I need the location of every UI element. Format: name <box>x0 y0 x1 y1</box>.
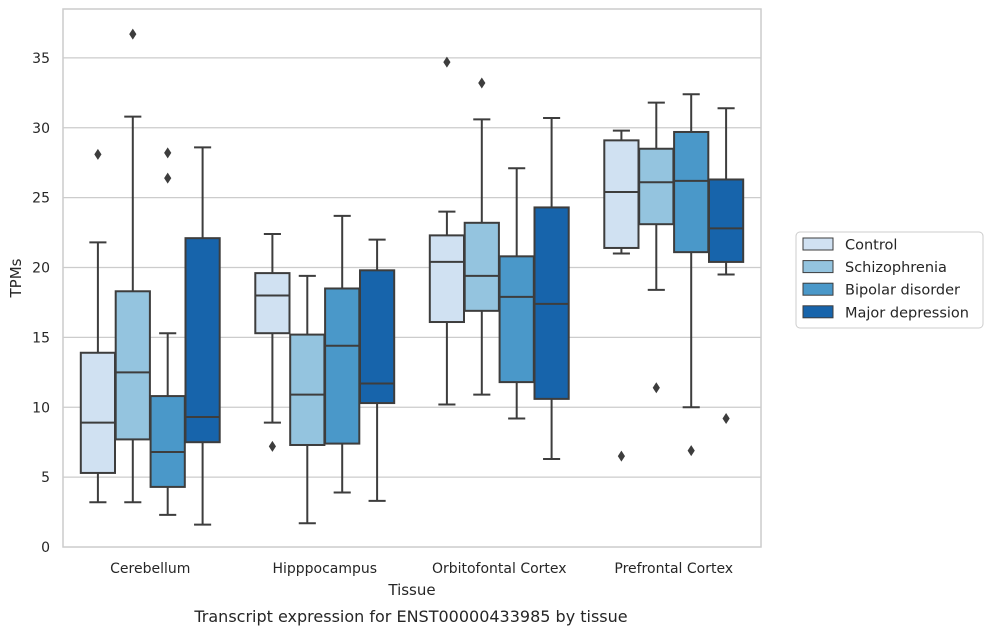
legend-label: Control <box>845 238 897 254</box>
legend-label: Schizophrenia <box>845 260 947 276</box>
outlier-point <box>722 412 730 424</box>
box-3-2 <box>673 93 710 457</box>
legend-swatch <box>802 260 834 274</box>
box-3-1 <box>638 101 675 394</box>
box-body <box>638 147 675 226</box>
box-body <box>358 269 396 405</box>
outlier-point <box>478 77 486 89</box>
outlier-point <box>268 440 276 452</box>
box-2-1 <box>463 77 500 396</box>
x-tick-label: Hipppocampus <box>272 561 377 577</box>
y-tick-labels: 0 5 10 15 20 25 30 35 <box>32 51 50 556</box>
box-3-3 <box>707 107 745 424</box>
box-body <box>707 178 745 263</box>
outlier-point <box>94 148 102 160</box>
box-body <box>79 351 117 474</box>
box-groups <box>79 28 745 526</box>
box-body <box>184 237 221 444</box>
legend-swatch <box>802 305 834 319</box>
x-axis-title: Tissue <box>387 581 435 599</box>
box-2-0 <box>428 56 466 406</box>
y-tick-label: 30 <box>32 121 50 137</box>
box-0-3 <box>184 146 221 526</box>
box-body <box>114 290 151 441</box>
legend-frame <box>795 231 984 329</box>
outlier-point <box>443 56 451 68</box>
box-body <box>428 234 466 324</box>
y-tick-label: 35 <box>32 51 50 67</box>
y-tick-label: 5 <box>41 470 50 486</box>
x-tick-label: Cerebellum <box>110 561 190 577</box>
outlier-point <box>164 172 172 184</box>
legend: Control Schizophrenia Bipolar disorder Majo… <box>795 231 984 329</box>
box-0-2 <box>149 147 186 516</box>
box-3-0 <box>603 129 640 462</box>
box-body <box>673 130 710 254</box>
box-2-3 <box>533 116 570 460</box>
box-body <box>254 272 291 335</box>
box-body <box>498 255 535 384</box>
box-1-2 <box>324 214 361 494</box>
y-tick-label: 10 <box>32 400 50 416</box>
x-tick-label: Orbitofontal Cortex <box>432 561 567 577</box>
x-tick-label: Prefrontal Cortex <box>614 561 733 577</box>
box-body <box>289 333 326 446</box>
box-0-1 <box>114 28 151 504</box>
box-2-2 <box>498 167 535 420</box>
box-body <box>603 139 640 249</box>
y-axis-title: TPMs <box>7 258 25 298</box>
x-tick-labels: Cerebellum Hipppocampus Orbitofontal Corte… <box>110 561 733 577</box>
outlier-point <box>652 382 660 394</box>
legend-swatch <box>802 282 834 296</box>
box-body <box>324 287 361 445</box>
legend-swatch <box>802 237 834 251</box>
box-1-1 <box>289 274 326 525</box>
y-tick-label: 15 <box>32 330 50 346</box>
legend-label: Bipolar disorder <box>845 283 960 299</box>
y-tick-label: 20 <box>32 261 50 277</box>
legend-label: Major depression <box>845 305 969 321</box>
chart-caption: Transcript expression for ENST0000043398… <box>193 607 627 626</box>
outlier-point <box>129 28 137 40</box>
box-1-3 <box>358 238 396 502</box>
outlier-point <box>617 450 625 462</box>
y-tick-label: 0 <box>41 540 50 556</box>
plot-frame <box>62 8 762 548</box>
outlier-point <box>164 147 172 159</box>
box-body <box>149 395 186 488</box>
y-tick-label: 25 <box>32 191 50 207</box>
box-1-0 <box>254 232 291 452</box>
box-body <box>463 221 500 312</box>
outlier-point <box>687 445 695 457</box>
